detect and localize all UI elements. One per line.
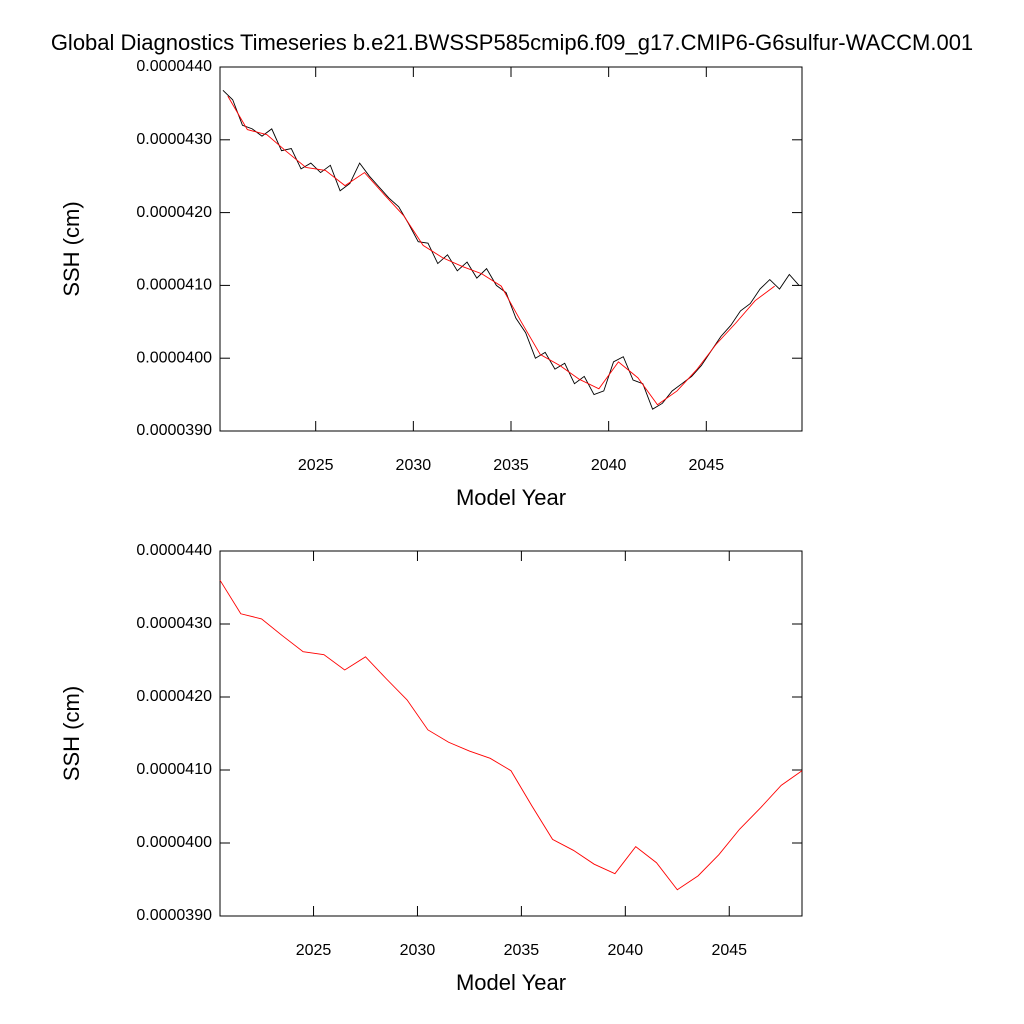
y-tick-label: 0.0000390 xyxy=(136,907,212,924)
y-tick-label: 0.0000400 xyxy=(136,834,212,851)
y-axis-title: SSH (cm) xyxy=(59,201,84,296)
y-tick-label: 0.0000420 xyxy=(136,688,212,705)
y-tick-label: 0.0000440 xyxy=(136,542,212,559)
y-tick-label: 0.0000390 xyxy=(136,422,212,439)
y-tick-label: 0.0000430 xyxy=(136,131,212,148)
x-tick-label: 2025 xyxy=(296,942,332,959)
plot-frame xyxy=(219,66,803,432)
x-tick-label: 2045 xyxy=(689,457,725,474)
y-axis-title: SSH (cm) xyxy=(59,686,84,781)
y-tick-label: 0.0000440 xyxy=(136,58,212,75)
y-tick-label: 0.0000410 xyxy=(136,761,212,778)
x-tick-label: 2030 xyxy=(400,942,436,959)
x-tick-label: 2040 xyxy=(608,942,644,959)
x-tick-label: 2030 xyxy=(396,457,432,474)
x-axis-title: Model Year xyxy=(456,970,566,995)
x-tick-label: 2040 xyxy=(591,457,627,474)
x-tick-label: 2035 xyxy=(493,457,529,474)
y-tick-label: 0.0000420 xyxy=(136,204,212,221)
series-line xyxy=(219,579,803,891)
plot-frame xyxy=(219,550,803,917)
series-line xyxy=(227,95,775,406)
y-tick-label: 0.0000410 xyxy=(136,277,212,294)
chart-title: Global Diagnostics Timeseries b.e21.BWSS… xyxy=(51,30,973,55)
y-tick-label: 0.0000400 xyxy=(136,349,212,366)
x-tick-label: 2025 xyxy=(298,457,334,474)
x-axis-title: Model Year xyxy=(456,485,566,510)
series-line xyxy=(222,89,800,410)
y-tick-label: 0.0000430 xyxy=(136,615,212,632)
x-tick-label: 2035 xyxy=(504,942,540,959)
x-tick-label: 2045 xyxy=(711,942,747,959)
